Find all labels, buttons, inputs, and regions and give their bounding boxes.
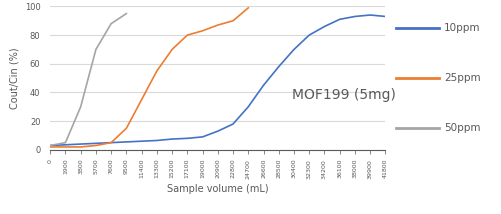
10ppm (366, 14, 372, 16)
10ppm (382, 15, 388, 18)
10ppm (229, 123, 235, 125)
10ppm (245, 106, 251, 108)
25ppm (214, 24, 220, 26)
25ppm (78, 146, 84, 148)
10ppm (291, 48, 297, 51)
10ppm (260, 84, 266, 87)
25ppm (108, 141, 114, 144)
10ppm (184, 137, 190, 140)
25ppm (229, 19, 235, 22)
X-axis label: Sample volume (mL): Sample volume (mL) (167, 184, 268, 194)
10ppm (336, 18, 342, 21)
10ppm (214, 130, 220, 132)
25ppm (123, 127, 129, 130)
10ppm (321, 25, 327, 28)
10ppm (153, 139, 159, 142)
25ppm (47, 146, 53, 148)
50ppm (93, 48, 99, 51)
10ppm (306, 34, 312, 36)
10ppm (169, 138, 175, 140)
25ppm (245, 7, 251, 9)
25ppm (62, 146, 68, 148)
50ppm (123, 12, 129, 15)
10ppm (123, 141, 129, 143)
Text: 10ppm: 10ppm (443, 23, 479, 33)
Y-axis label: Cout/Cin (%): Cout/Cin (%) (9, 47, 19, 109)
25ppm (153, 70, 159, 72)
50ppm (62, 141, 68, 144)
Line: 25ppm: 25ppm (50, 8, 248, 147)
50ppm (78, 106, 84, 108)
25ppm (184, 34, 190, 36)
10ppm (351, 15, 357, 18)
25ppm (93, 144, 99, 147)
25ppm (199, 30, 205, 32)
Line: 50ppm: 50ppm (50, 14, 126, 146)
10ppm (93, 142, 99, 145)
10ppm (47, 144, 53, 147)
50ppm (47, 144, 53, 147)
Text: MOF199 (5mg): MOF199 (5mg) (291, 88, 395, 102)
Text: 50ppm: 50ppm (443, 123, 479, 133)
25ppm (169, 48, 175, 51)
10ppm (108, 141, 114, 144)
10ppm (62, 144, 68, 146)
10ppm (275, 65, 281, 68)
10ppm (138, 140, 144, 143)
Text: 25ppm: 25ppm (443, 73, 480, 83)
25ppm (138, 98, 144, 101)
50ppm (108, 22, 114, 25)
Line: 10ppm: 10ppm (50, 15, 385, 146)
10ppm (199, 136, 205, 138)
10ppm (78, 143, 84, 145)
